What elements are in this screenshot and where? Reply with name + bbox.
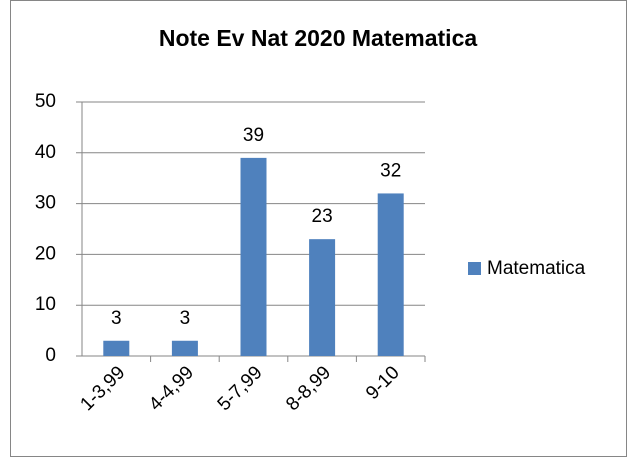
bar: [171, 340, 198, 356]
bar: [103, 340, 130, 356]
bar: [309, 239, 336, 356]
data-label: 3: [111, 308, 122, 329]
y-tick-label: 10: [35, 294, 56, 315]
y-tick-label: 30: [35, 193, 56, 214]
y-tick-label: 40: [35, 142, 56, 163]
bar: [240, 157, 267, 356]
data-label: 32: [380, 160, 401, 181]
y-tick-label: 50: [35, 91, 56, 112]
data-label: 23: [312, 206, 333, 227]
y-tick-label: 0: [45, 345, 56, 366]
chart-title: Note Ev Nat 2020 Matematica: [159, 25, 478, 51]
legend-label: Matematica: [487, 258, 586, 279]
legend-swatch: [468, 262, 481, 275]
bar: [377, 193, 404, 356]
data-label: 3: [180, 308, 191, 329]
chart-border: [10, 0, 627, 457]
y-tick-label: 20: [35, 243, 56, 264]
data-label: 39: [243, 125, 264, 146]
